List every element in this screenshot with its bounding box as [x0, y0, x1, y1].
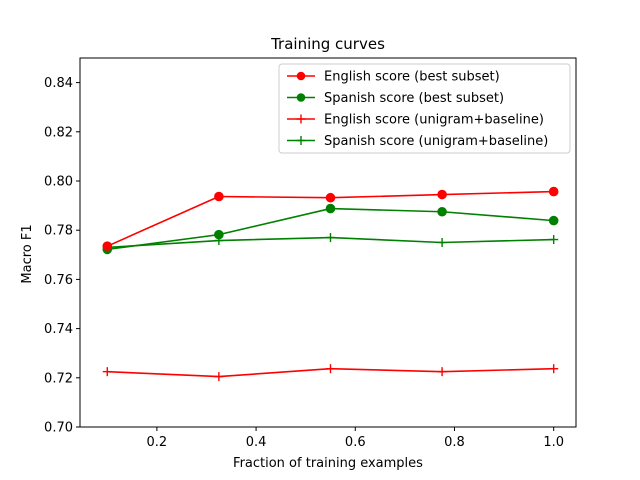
series-1 [102, 203, 559, 255]
data-point [325, 233, 335, 243]
series-2 [102, 364, 559, 382]
y-tick-label: 0.82 [44, 125, 73, 140]
y-tick-label: 0.74 [44, 322, 73, 337]
x-tick-label: 0.4 [246, 435, 267, 450]
data-point [548, 186, 559, 197]
series-0 [102, 186, 559, 251]
data-point [549, 364, 559, 374]
y-tick-label: 0.78 [44, 224, 73, 239]
x-tick-label: 0.8 [444, 435, 465, 450]
legend-swatch-marker [296, 71, 306, 81]
data-point [214, 229, 224, 240]
plot-frame [79, 57, 577, 428]
data-point [437, 189, 447, 200]
legend: English score (best subset) Spanish score… [278, 63, 571, 154]
data-point [214, 372, 224, 382]
y-tick-label: 0.80 [44, 175, 73, 190]
y-tick-label: 0.70 [44, 421, 73, 436]
data-point [102, 241, 113, 251]
data-point [325, 192, 336, 203]
x-axis-label: Fraction of training examples [233, 456, 423, 471]
y-axis-label: Macro F1 [20, 224, 35, 283]
x-tick-label: 1.0 [543, 435, 564, 450]
data-point [549, 235, 559, 245]
data-point [437, 206, 447, 217]
legend-label: Spanish score (best subset) [324, 91, 504, 106]
legend-label: English score (best subset) [324, 70, 500, 85]
y-tick-label: 0.84 [44, 76, 73, 91]
legend-item: Spanish score (best subset) [287, 91, 504, 106]
legend-label: English score (unigram+baseline) [324, 113, 544, 128]
x-tick-label: 0.2 [147, 435, 168, 450]
legend-item: Spanish score (unigram+baseline) [287, 134, 548, 149]
series-layer [102, 186, 559, 382]
data-point [214, 191, 224, 202]
legend-item: English score (unigram+baseline) [287, 113, 544, 128]
x-axis: 0.2 0.4 0.6 0.8 1.0 [147, 427, 564, 450]
data-point [437, 367, 447, 377]
legend-item: English score (best subset) [287, 70, 500, 85]
y-tick-label: 0.76 [44, 273, 73, 288]
data-point [325, 203, 336, 214]
legend-swatch-marker [296, 93, 306, 102]
data-point [548, 215, 559, 226]
x-tick-label: 0.6 [345, 435, 366, 450]
legend-label: Spanish score (unigram+baseline) [324, 134, 548, 149]
y-tick-label: 0.72 [44, 371, 73, 386]
data-point [437, 238, 447, 247]
legend-box [278, 63, 571, 154]
data-point [102, 367, 112, 377]
data-point [325, 364, 335, 374]
chart-title: Training curves [270, 35, 385, 53]
y-axis: 0.70 0.72 0.74 0.76 0.78 0.80 0.82 0.84 [44, 76, 80, 436]
